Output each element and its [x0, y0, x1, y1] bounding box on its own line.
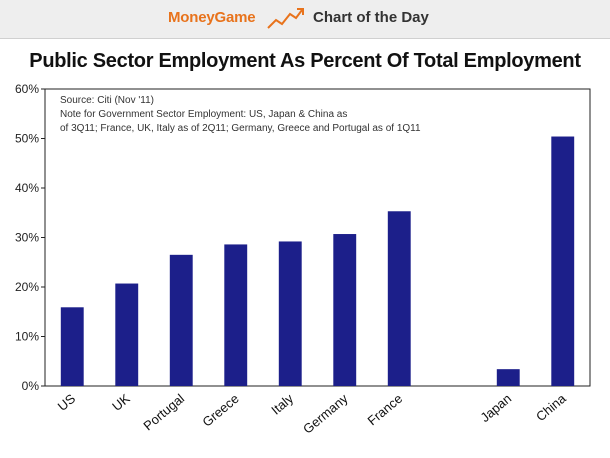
- y-tick-label: 60%: [15, 82, 39, 96]
- x-tick-label: Japan: [477, 391, 514, 425]
- x-tick-label: Greece: [199, 391, 241, 430]
- y-tick-label: 20%: [15, 280, 39, 294]
- bar: [333, 234, 357, 386]
- chart-title: Public Sector Employment As Percent Of T…: [29, 50, 581, 72]
- y-tick-label: 0%: [22, 379, 40, 393]
- y-tick-label: 40%: [15, 181, 39, 195]
- y-tick-label: 50%: [15, 132, 39, 146]
- y-tick-label: 10%: [15, 330, 39, 344]
- bar: [551, 136, 575, 386]
- chart-trend-icon: [267, 8, 304, 29]
- brand-name: MoneyGame: [168, 9, 256, 26]
- y-tick-label: 30%: [15, 231, 39, 245]
- x-tick-label: Germany: [300, 390, 351, 436]
- footnote-line: Note for Government Sector Employment: U…: [60, 109, 347, 120]
- x-tick-label: UK: [109, 391, 133, 414]
- x-tick-label: France: [365, 391, 406, 429]
- x-tick-label: China: [533, 390, 569, 424]
- footnote-line: of 3Q11; France, UK, Italy as of 2Q11; G…: [60, 123, 421, 134]
- bar: [278, 241, 302, 386]
- header-banner: MoneyGame Chart of the Day: [0, 0, 610, 39]
- bar: [115, 283, 139, 386]
- bar: [496, 369, 520, 386]
- source-note: Source: Citi (Nov '11): [60, 95, 154, 106]
- bar: [60, 307, 84, 386]
- x-tick-label: Italy: [268, 390, 296, 417]
- x-tick-label: US: [55, 391, 79, 414]
- bar: [169, 254, 193, 386]
- bar: [387, 211, 411, 386]
- bar: [224, 244, 248, 386]
- section-name: Chart of the Day: [313, 9, 429, 26]
- x-tick-label: Portugal: [140, 391, 187, 434]
